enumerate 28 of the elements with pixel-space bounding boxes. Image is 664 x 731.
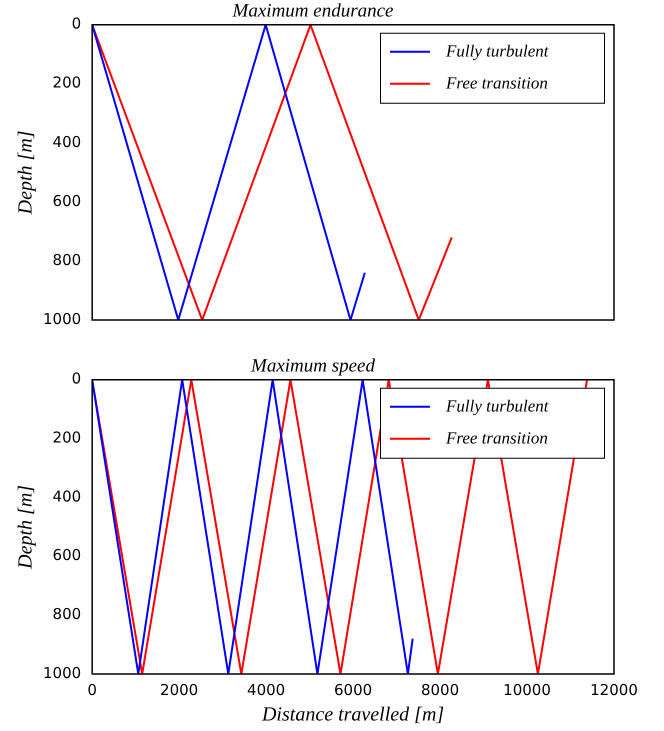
y-tick-label: 0 — [72, 370, 82, 388]
y-tick-label: 1000 — [42, 664, 82, 682]
y-axis-title: Depth [m] — [14, 130, 36, 216]
y-axis-title: Depth [m] — [14, 484, 36, 570]
legend-label: Free transition — [445, 73, 548, 92]
legend-label: Fully turbulent — [445, 396, 550, 416]
y-tick-label: 0 — [72, 14, 82, 33]
legend-label: Fully turbulent — [445, 41, 550, 60]
y-tick-label: 400 — [52, 132, 82, 151]
x-tick-label: 4000 — [247, 680, 286, 699]
x-axis-title: Distance travelled [m] — [260, 703, 444, 726]
x-tick-label: 0 — [87, 680, 97, 699]
y-tick-label: 400 — [52, 487, 82, 506]
x-tick-label: 10000 — [503, 680, 551, 699]
x-tick-label: 2000 — [160, 680, 198, 699]
x-tick-label: 6000 — [334, 680, 372, 699]
legend-label: Free transition — [445, 428, 548, 448]
y-tick-label: 1000 — [42, 310, 82, 328]
x-tick-label: 8000 — [420, 680, 460, 699]
y-tick-label: 200 — [52, 428, 82, 447]
y-tick-label: 800 — [52, 250, 82, 269]
y-tick-label: 600 — [52, 546, 82, 564]
chart-title: Maximum endurance — [232, 0, 394, 22]
y-tick-label: 600 — [52, 192, 82, 210]
y-tick-label: 800 — [52, 605, 82, 624]
x-tick-label: 12000 — [590, 680, 638, 699]
chart-title: Maximum speed — [250, 355, 376, 376]
y-tick-label: 200 — [52, 74, 82, 92]
